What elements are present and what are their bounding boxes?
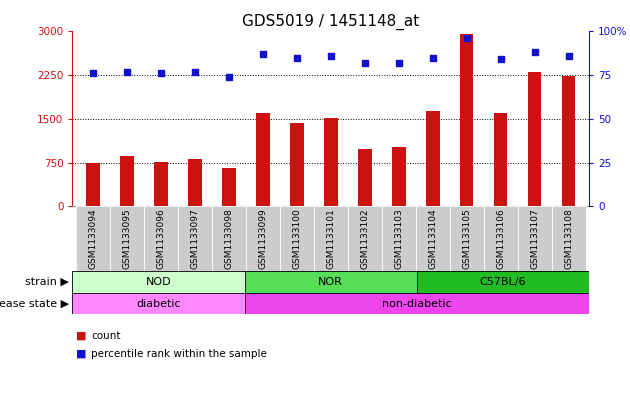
Text: percentile rank within the sample: percentile rank within the sample (91, 349, 267, 359)
Bar (460, 34, 474, 206)
Bar (246, 206, 280, 271)
Text: GSM1133101: GSM1133101 (326, 208, 335, 269)
Bar (314, 206, 348, 271)
Text: GSM1133105: GSM1133105 (462, 208, 471, 269)
Text: NOD: NOD (146, 277, 171, 287)
Bar (178, 206, 212, 271)
Bar (484, 206, 518, 271)
Text: diabetic: diabetic (136, 299, 181, 309)
Point (122, 68, 132, 75)
Text: non-diabetic: non-diabetic (382, 299, 452, 309)
Point (88, 70, 98, 77)
Text: GSM1133100: GSM1133100 (292, 208, 301, 269)
Bar (244, 271, 417, 293)
Bar (324, 118, 338, 206)
Text: GSM1133098: GSM1133098 (224, 208, 233, 269)
Bar (494, 113, 508, 206)
Text: ■: ■ (76, 349, 86, 359)
Bar (416, 206, 450, 271)
Text: NOR: NOR (318, 277, 343, 287)
Bar (518, 206, 552, 271)
Bar (280, 206, 314, 271)
Bar (110, 206, 144, 271)
Bar (144, 206, 178, 271)
Bar (76, 206, 110, 271)
Point (190, 68, 200, 75)
Text: GSM1133102: GSM1133102 (360, 208, 369, 269)
Text: GSM1133097: GSM1133097 (190, 208, 199, 269)
Point (224, 74, 234, 80)
Bar (450, 206, 484, 271)
Bar (72, 293, 244, 314)
Bar (348, 206, 382, 271)
Point (156, 70, 166, 77)
Point (394, 60, 404, 66)
Text: GSM1133108: GSM1133108 (564, 208, 573, 269)
Bar (120, 156, 134, 206)
Bar (358, 149, 372, 206)
Text: GSM1133094: GSM1133094 (88, 208, 98, 269)
Bar (222, 168, 236, 206)
Text: ■: ■ (76, 331, 86, 341)
Bar (552, 206, 586, 271)
Text: C57BL/6: C57BL/6 (479, 277, 526, 287)
Bar (417, 271, 589, 293)
Bar (188, 159, 202, 206)
Bar (212, 206, 246, 271)
Text: GSM1133095: GSM1133095 (122, 208, 131, 269)
Bar (562, 76, 575, 206)
Text: GSM1133104: GSM1133104 (428, 208, 437, 269)
Text: GSM1133106: GSM1133106 (496, 208, 505, 269)
Bar (528, 72, 541, 206)
Text: GSM1133107: GSM1133107 (530, 208, 539, 269)
Text: strain ▶: strain ▶ (25, 277, 69, 287)
Point (530, 49, 540, 55)
Point (564, 53, 574, 59)
Bar (426, 111, 440, 206)
Point (292, 55, 302, 61)
Point (496, 56, 506, 62)
Bar (72, 271, 244, 293)
Title: GDS5019 / 1451148_at: GDS5019 / 1451148_at (242, 14, 420, 30)
Text: GSM1133096: GSM1133096 (156, 208, 165, 269)
Text: disease state ▶: disease state ▶ (0, 299, 69, 309)
Point (326, 53, 336, 59)
Point (428, 55, 438, 61)
Point (258, 51, 268, 57)
Bar (256, 113, 270, 206)
Point (360, 60, 370, 66)
Text: GSM1133103: GSM1133103 (394, 208, 403, 269)
Bar (290, 123, 304, 206)
Bar (382, 206, 416, 271)
Text: count: count (91, 331, 121, 341)
Text: GSM1133099: GSM1133099 (258, 208, 267, 269)
Bar (244, 293, 589, 314)
Point (462, 35, 472, 42)
Bar (392, 147, 406, 206)
Bar (154, 162, 168, 206)
Bar (86, 163, 100, 206)
